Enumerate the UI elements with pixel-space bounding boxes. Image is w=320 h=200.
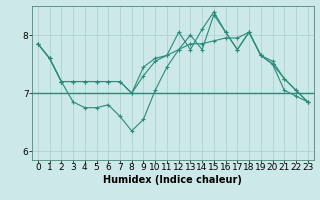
X-axis label: Humidex (Indice chaleur): Humidex (Indice chaleur): [103, 175, 242, 185]
